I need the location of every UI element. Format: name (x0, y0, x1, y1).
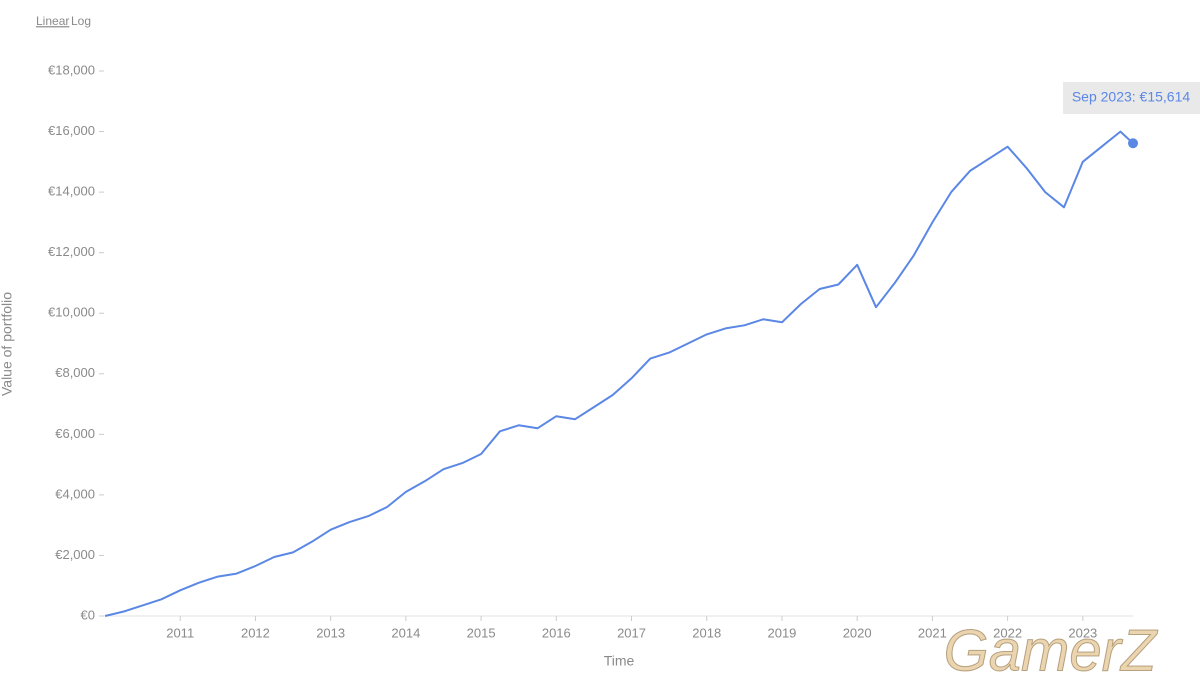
watermark: GamerZ (944, 618, 1159, 683)
y-tick-label: €6,000 (55, 426, 95, 441)
tooltip-box (1063, 82, 1200, 114)
x-tick-label: 2015 (467, 625, 496, 640)
x-tick-label: 2020 (843, 625, 872, 640)
log-toggle[interactable]: Log (71, 14, 91, 28)
x-tick-label: 2014 (391, 625, 420, 640)
y-axis-title: Value of portfolio (0, 292, 15, 396)
y-tick-label: €16,000 (48, 123, 95, 138)
linear-toggle[interactable]: Linear (36, 14, 69, 28)
y-tick-label: €2,000 (55, 547, 95, 562)
y-tick-label: €0 (81, 607, 95, 622)
y-tick-label: €10,000 (48, 305, 95, 320)
y-tick-label: €18,000 (48, 62, 95, 77)
x-tick-label: 2018 (692, 625, 721, 640)
line (104, 130, 1134, 617)
y-tick-label: €12,000 (48, 244, 95, 259)
x-tick-label: 2023 (1068, 625, 1097, 640)
x-tick-label: 2016 (542, 625, 571, 640)
x-tick-label: 2013 (316, 625, 345, 640)
y-tick-label: €14,000 (48, 184, 95, 199)
x-tick-label: 2021 (918, 625, 947, 640)
x-tick-label: 2017 (617, 625, 646, 640)
x-tick-label: 2011 (166, 625, 194, 640)
last-point (1128, 138, 1138, 149)
x-tick-label: 2012 (241, 625, 270, 640)
y-tick-label: €8,000 (55, 365, 95, 380)
tooltip: Sep 2023: €15,614 (1072, 89, 1191, 105)
x-tick-label: 2022 (993, 625, 1022, 640)
x-axis-title: Time (604, 653, 635, 669)
x-tick-label: 2019 (767, 625, 796, 640)
y-tick-label: €4,000 (55, 486, 95, 501)
